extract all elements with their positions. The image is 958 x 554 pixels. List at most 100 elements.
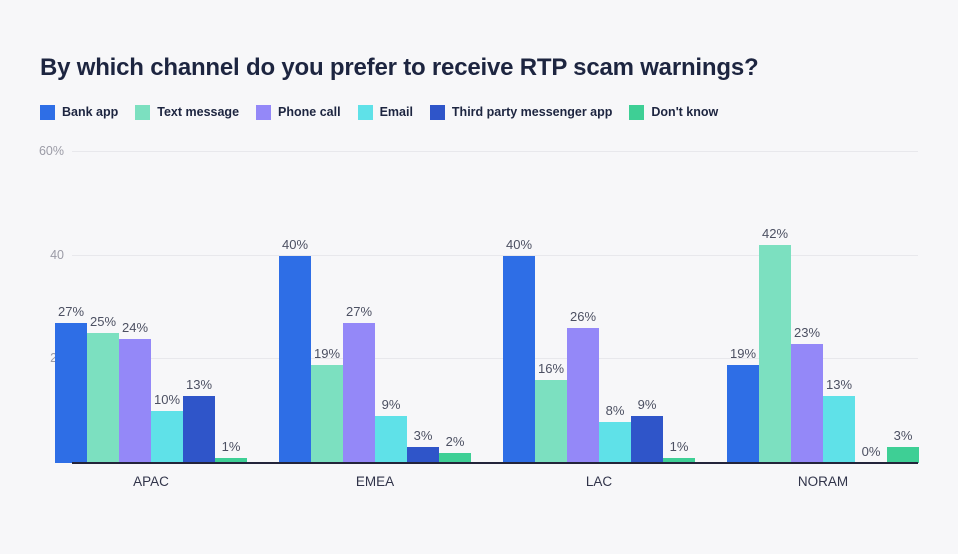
bar[interactable] — [631, 416, 663, 463]
bar-group-bars: 19% 42% 23% 13% 0% 3% — [727, 151, 919, 463]
bar-value-label: 8% — [605, 403, 625, 418]
bar-slot: 23% — [791, 151, 823, 463]
bar-value-label: 24% — [121, 320, 149, 335]
gridline — [72, 358, 918, 360]
bar-value-label: 3% — [893, 428, 913, 443]
bar[interactable] — [823, 396, 855, 463]
bar-group-bars: 40% 16% 26% 8% 9% 1% — [503, 151, 695, 463]
bar-value-label: 1% — [221, 439, 241, 454]
bar[interactable] — [343, 323, 375, 463]
bar-group: 40% 19% 27% 9% 3% 2% — [279, 151, 471, 463]
bar[interactable] — [727, 365, 759, 463]
chart-legend: Bank app Text message Phone call Email Third… — [40, 103, 735, 121]
legend-swatch-icon — [629, 104, 645, 120]
bar-slot: 26% — [567, 151, 599, 463]
bar-value-label: 23% — [793, 325, 821, 340]
bar-slot: 27% — [343, 151, 375, 463]
bar-slot: 1% — [215, 151, 247, 463]
bar-group-bars: 40% 19% 27% 9% 3% 2% — [279, 151, 471, 463]
bar-slot: 3% — [407, 151, 439, 463]
bar-slot: 13% — [823, 151, 855, 463]
y-axis-tick-label: 40 — [50, 247, 64, 262]
bar[interactable] — [215, 458, 247, 463]
bar-value-label: 9% — [637, 397, 657, 412]
bar-value-label: 42% — [761, 226, 789, 241]
bar[interactable] — [55, 323, 87, 463]
bar-value-label: 9% — [381, 397, 401, 412]
bar-slot: 40% — [503, 151, 535, 463]
legend-swatch-icon — [40, 104, 55, 120]
bar-value-label: 27% — [57, 304, 85, 319]
legend-swatch-icon — [429, 104, 445, 120]
bar[interactable] — [311, 365, 343, 463]
bar-value-label: 10% — [153, 392, 181, 407]
bar-slot: 42% — [759, 151, 791, 463]
legend-item-label: Email — [379, 105, 413, 119]
bar-value-label: 0% — [861, 444, 881, 459]
legend-item-label: Text message — [157, 105, 240, 119]
bar-slot: 9% — [375, 151, 407, 463]
bar-value-label: 16% — [537, 361, 565, 376]
legend-item-label: Phone call — [278, 105, 341, 119]
gridline — [72, 151, 918, 152]
bar-slot: 13% — [183, 151, 215, 463]
bar-slot: 8% — [599, 151, 631, 463]
x-axis-category-label: EMEA — [355, 474, 395, 489]
legend-swatch-icon — [256, 104, 272, 120]
bar-slot: 3% — [887, 151, 919, 463]
bar[interactable] — [183, 396, 215, 463]
y-axis-tick-label: 60% — [38, 144, 64, 158]
x-axis-category-label: APAC — [133, 474, 169, 489]
bar-slot: 0% — [855, 151, 887, 463]
legend-item[interactable]: Phone call — [256, 104, 341, 120]
bar[interactable] — [535, 380, 567, 463]
bar-slot: 24% — [119, 151, 151, 463]
bar[interactable] — [279, 256, 311, 463]
bar[interactable] — [439, 453, 471, 463]
bar[interactable] — [119, 339, 151, 463]
legend-item[interactable]: Email — [357, 104, 413, 120]
page-title: By which channel do you prefer to receiv… — [40, 54, 759, 81]
bar-value-label: 25% — [89, 314, 117, 329]
bar[interactable] — [887, 447, 919, 463]
bar[interactable] — [375, 416, 407, 463]
bar-value-label: 26% — [569, 309, 597, 324]
bar-value-label: 27% — [345, 304, 373, 319]
bar-slot: 25% — [87, 151, 119, 463]
bar-slot: 2% — [439, 151, 471, 463]
bar[interactable] — [407, 447, 439, 463]
legend-item[interactable]: Don't know — [629, 104, 719, 120]
x-axis-line — [72, 462, 918, 464]
bar-group: 19% 42% 23% 13% 0% 3% — [727, 151, 919, 463]
bar-value-label: 19% — [729, 346, 757, 361]
bar[interactable] — [503, 256, 535, 463]
bar[interactable] — [599, 422, 631, 463]
bar-slot: 40% — [279, 151, 311, 463]
legend-swatch-icon — [357, 104, 373, 120]
bar-slot: 19% — [311, 151, 343, 463]
bar-value-label: 40% — [281, 237, 309, 252]
bar[interactable] — [567, 328, 599, 463]
bar-value-label: 3% — [413, 428, 433, 443]
bar-value-label: 2% — [445, 434, 465, 449]
bar[interactable] — [791, 344, 823, 463]
legend-item-label: Don't know — [651, 105, 719, 119]
bar-slot: 19% — [727, 151, 759, 463]
bar[interactable] — [87, 333, 119, 463]
bar-value-label: 1% — [669, 439, 689, 454]
gridline — [72, 254, 918, 256]
bar-group: 40% 16% 26% 8% 9% 1% — [503, 151, 695, 463]
legend-item[interactable]: Third party messenger app — [429, 104, 613, 120]
bar[interactable] — [663, 458, 695, 463]
legend-item-label: Third party messenger app — [451, 105, 613, 119]
plot-area: 27% 25% 24% 10% 13% 1% 40% 19% 27% 9% 3% 2% 40% 16% 26… — [55, 151, 919, 463]
bar[interactable] — [151, 411, 183, 463]
bar[interactable] — [759, 245, 791, 463]
legend-item[interactable]: Bank app — [40, 104, 118, 120]
bar-slot: 27% — [55, 151, 87, 463]
bar-slot: 10% — [151, 151, 183, 463]
legend-item[interactable]: Text message — [135, 104, 240, 120]
bar-value-label: 13% — [825, 377, 853, 392]
bar-slot: 9% — [631, 151, 663, 463]
